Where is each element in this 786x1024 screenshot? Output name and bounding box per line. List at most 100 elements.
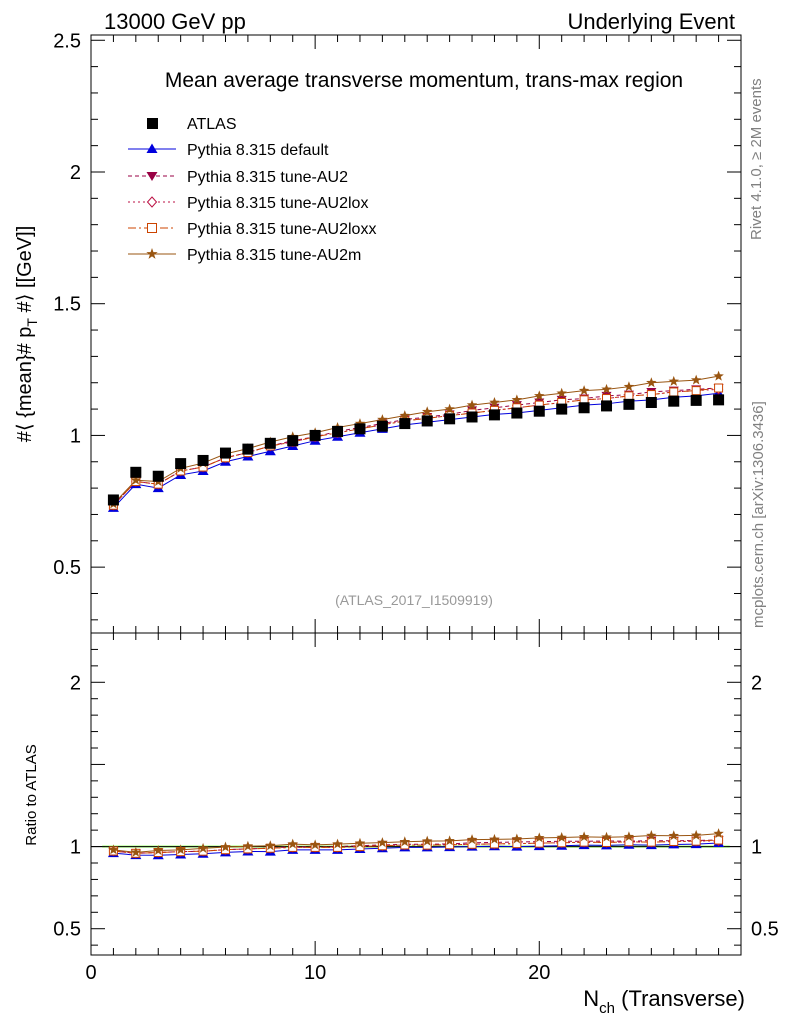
data-point-pythia-8-315-tune-au2m bbox=[421, 406, 433, 417]
data-point-atlas bbox=[376, 420, 388, 432]
ratio-point-pythia-8-315-tune-au2loxx bbox=[714, 835, 724, 845]
legend-marker-au2m bbox=[146, 248, 158, 259]
data-point-pythia-8-315-tune-au2m bbox=[466, 399, 478, 410]
data-point-atlas bbox=[713, 394, 725, 406]
legend-marker-au2lox bbox=[146, 196, 158, 208]
x-label-sub: ch bbox=[599, 1000, 615, 1017]
data-point-atlas bbox=[242, 443, 254, 455]
ratio-point-pythia-8-315-tune-au2m bbox=[668, 830, 679, 841]
data-point-atlas bbox=[690, 394, 702, 406]
data-point-atlas bbox=[219, 447, 231, 459]
header-right: Underlying Event bbox=[567, 9, 735, 34]
ratio-point-pythia-8-315-tune-au2m bbox=[377, 837, 388, 848]
data-point-pythia-8-315-tune-au2m bbox=[511, 394, 523, 405]
legend-marker-atlas bbox=[147, 118, 158, 129]
ratio-point-pythia-8-315-tune-au2loxx bbox=[646, 837, 656, 847]
data-point-atlas bbox=[488, 409, 500, 421]
data-point-pythia-8-315-tune-au2m bbox=[534, 390, 545, 401]
series-line-pythia-8-315-default bbox=[113, 392, 719, 509]
data-point-atlas bbox=[332, 425, 344, 437]
ratio-point-pythia-8-315-tune-au2m bbox=[265, 840, 276, 851]
data-point-pythia-8-315-tune-au2loxx bbox=[624, 391, 634, 401]
x-tick-label: 20 bbox=[528, 962, 550, 984]
data-point-atlas bbox=[668, 395, 680, 407]
ratio-point-pythia-8-315-tune-au2m bbox=[556, 832, 567, 842]
ratio-point-pythia-8-315-tune-au2m bbox=[646, 830, 657, 841]
data-point-pythia-8-315-tune-au2m bbox=[489, 396, 500, 407]
ratio-point-pythia-8-315-tune-au2m bbox=[108, 844, 119, 855]
data-point-pythia-8-315-tune-au2m bbox=[399, 410, 411, 421]
ratio-point-pythia-8-315-tune-au2m bbox=[399, 836, 411, 847]
ratio-y-tick-label-left: 2 bbox=[70, 672, 81, 694]
data-point-atlas bbox=[399, 418, 411, 430]
data-point-pythia-8-315-tune-au2m bbox=[713, 370, 724, 381]
ratio-line-pythia-8-315-tune-au2m bbox=[113, 833, 719, 853]
ratio-point-pythia-8-315-tune-au2loxx bbox=[602, 837, 612, 847]
y-label-post: #⟩ [[GeV]] bbox=[14, 226, 36, 318]
data-point-pythia-8-315-tune-au2loxx bbox=[691, 386, 701, 396]
ratio-point-pythia-8-315-tune-au2m bbox=[534, 832, 545, 843]
ratio-y-tick-label-right: 1 bbox=[751, 837, 762, 859]
ratio-y-tick-label-right: 2 bbox=[751, 672, 762, 694]
data-point-atlas bbox=[152, 470, 164, 482]
x-label-pre: N bbox=[583, 986, 599, 1011]
data-point-atlas bbox=[264, 437, 276, 449]
data-point-atlas bbox=[466, 411, 478, 423]
ratio-y-tick-label-right: 0.5 bbox=[751, 919, 779, 941]
data-point-pythia-8-315-tune-au2m bbox=[690, 374, 702, 385]
data-point-pythia-8-315-tune-au2loxx bbox=[669, 387, 679, 397]
x-tick-label: 10 bbox=[304, 962, 326, 984]
main-y-tick-label: 2 bbox=[70, 162, 81, 184]
ratio-point-pythia-8-315-tune-au2loxx bbox=[557, 838, 567, 848]
series-line-pythia-8-315-tune-au2loxx bbox=[113, 387, 719, 506]
ratio-point-pythia-8-315-tune-au2m bbox=[601, 831, 612, 842]
y-label-sub: T bbox=[24, 318, 40, 327]
data-point-atlas bbox=[623, 398, 635, 410]
ratio-point-pythia-8-315-tune-au2m bbox=[309, 839, 321, 850]
ratio-point-pythia-8-315-tune-au2m bbox=[444, 835, 455, 846]
data-point-pythia-8-315-tune-au2m bbox=[130, 474, 142, 485]
ratio-line-pythia-8-315-tune-au2loxx bbox=[113, 839, 719, 854]
ratio-point-pythia-8-315-tune-au2m bbox=[153, 845, 164, 855]
legend-label-au2: Pythia 8.315 tune-AU2 bbox=[187, 169, 348, 186]
ratio-point-pythia-8-315-tune-au2m bbox=[489, 833, 500, 844]
data-point-atlas bbox=[556, 403, 568, 415]
ratio-point-pythia-8-315-tune-au2m bbox=[466, 834, 478, 845]
main-y-tick-label: 1 bbox=[70, 425, 81, 447]
legend-label-default: Pythia 8.315 default bbox=[187, 142, 329, 159]
data-point-pythia-8-315-tune-au2m bbox=[646, 377, 657, 388]
data-point-atlas bbox=[354, 423, 366, 435]
data-point-atlas bbox=[421, 415, 433, 427]
ratio-point-pythia-8-315-tune-au2m bbox=[421, 835, 433, 846]
ratio-point-pythia-8-315-tune-au2m bbox=[220, 841, 231, 852]
data-point-pythia-8-315-tune-au2m bbox=[578, 385, 590, 396]
data-point-atlas bbox=[175, 458, 187, 470]
data-point-atlas bbox=[444, 413, 456, 425]
ratio-point-pythia-8-315-tune-au2m bbox=[242, 840, 254, 851]
data-point-atlas bbox=[107, 494, 119, 506]
ratio-line-pythia-8-315-default bbox=[113, 842, 719, 856]
legend-marker-default bbox=[146, 143, 158, 153]
ratio-point-pythia-8-315-tune-au2m bbox=[354, 837, 366, 848]
ratio-point-pythia-8-315-tune-au2m bbox=[332, 838, 343, 849]
data-point-atlas bbox=[309, 429, 321, 441]
legend-marker-au2loxx bbox=[147, 223, 157, 233]
data-point-atlas bbox=[287, 435, 299, 447]
analysis-watermark: (ATLAS_2017_I1509919) bbox=[335, 592, 493, 608]
ratio-point-pythia-8-315-tune-au2m bbox=[713, 828, 724, 839]
series-line-pythia-8-315-tune-au2m bbox=[113, 375, 719, 505]
main-axis-ticks: 0.5 1 1.5 2 2.5 bbox=[53, 30, 742, 633]
data-point-atlas bbox=[511, 407, 523, 419]
data-point-pythia-8-315-tune-au2m bbox=[354, 418, 366, 429]
data-point-pythia-8-315-tune-au2loxx bbox=[714, 383, 724, 393]
data-point-pythia-8-315-tune-au2m bbox=[668, 375, 679, 386]
data-point-pythia-8-315-tune-au2m bbox=[601, 383, 612, 394]
chart-title: Mean average transverse momentum, trans-… bbox=[165, 69, 683, 92]
ratio-y-label: Ratio to ATLAS bbox=[23, 744, 40, 845]
data-point-atlas bbox=[601, 400, 613, 412]
ratio-point-pythia-8-315-tune-au2m bbox=[130, 846, 142, 857]
header-left: 13000 GeV pp bbox=[104, 9, 246, 34]
x-axis-label: Nch (Transverse) bbox=[583, 986, 745, 1017]
series-line-pythia-8-315-tune-au2 bbox=[113, 387, 719, 506]
